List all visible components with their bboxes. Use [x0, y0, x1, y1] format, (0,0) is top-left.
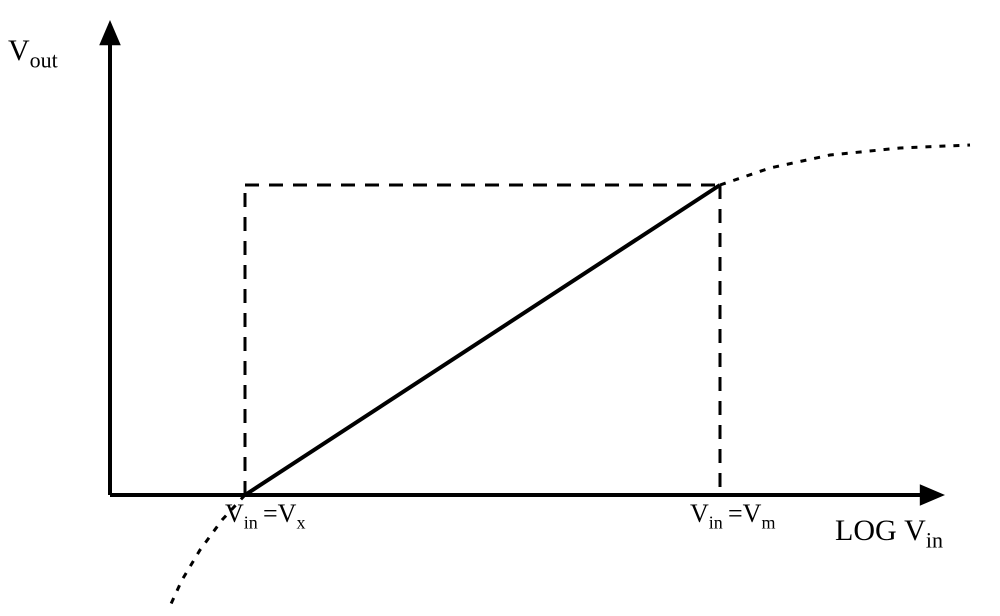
x-axis-label: LOG Vin: [835, 514, 943, 553]
vm-label: Vin =Vm: [690, 499, 775, 533]
axes: [99, 20, 945, 506]
vx-label: Vin =Vx: [225, 499, 305, 533]
labels: Vout LOG Vin Vin =Vx Vin =Vm: [8, 34, 943, 553]
y-axis-label: Vout: [8, 34, 58, 73]
log-response-chart: Vout LOG Vin Vin =Vx Vin =Vm: [0, 0, 1000, 616]
linear-segment: [245, 185, 720, 495]
saturation-tail: [720, 145, 970, 185]
